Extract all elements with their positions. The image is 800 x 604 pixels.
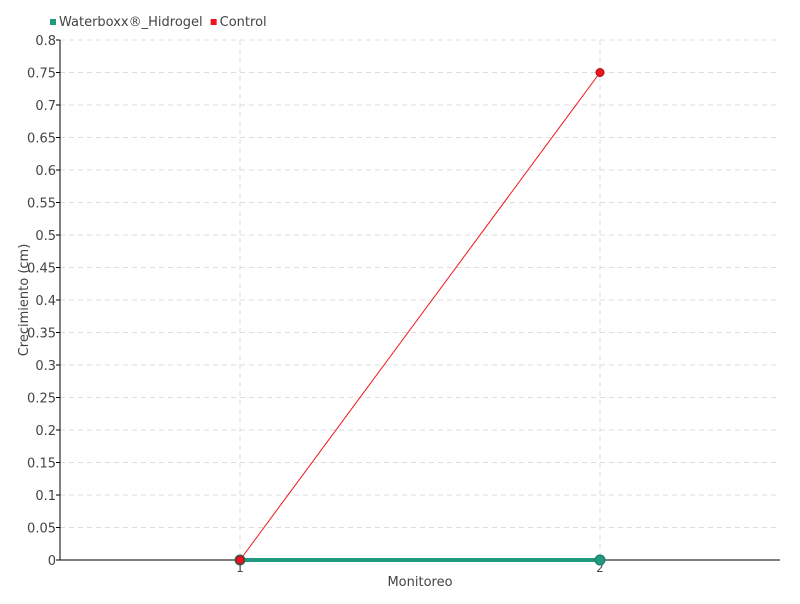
- y-tick-label: 0.65: [27, 132, 56, 147]
- y-axis: 0 0.05 0.1 0.15 0.2 0.25 0.3 0.35 0.4 0.45 0.5 0.55…: [27, 34, 61, 569]
- x-tick-label: 2: [596, 561, 604, 575]
- data-point[interactable]: [235, 555, 245, 565]
- y-tick-label: 0.25: [27, 392, 56, 407]
- series-0: [234, 554, 606, 566]
- y-axis-label: Crecimiento (cm): [17, 244, 32, 357]
- y-tick-label: 0.8: [35, 34, 56, 49]
- y-tick-label: 0.15: [27, 457, 56, 472]
- series-1: [235, 68, 605, 565]
- x-axis-label: Monitoreo: [387, 575, 452, 590]
- legend-marker: [50, 19, 56, 25]
- y-tick-label: 0.75: [27, 67, 56, 82]
- data-point[interactable]: [594, 554, 606, 566]
- y-tick-label: 0.45: [27, 262, 56, 277]
- y-tick-label: 0.05: [27, 522, 56, 537]
- y-tick-label: 0.3: [35, 359, 56, 374]
- data-point[interactable]: [595, 68, 605, 77]
- y-tick-label: 0.5: [35, 229, 56, 244]
- y-tick-label: 0.55: [27, 197, 56, 212]
- x-tick-label: 1: [236, 561, 244, 575]
- legend[interactable]: Waterboxx®_Hidrogel Control: [50, 15, 267, 30]
- series-line: [239, 72, 601, 561]
- legend-label[interactable]: Control: [220, 15, 267, 30]
- legend-marker: [210, 19, 217, 25]
- y-tick-label: 0: [48, 554, 56, 569]
- grid: [60, 39, 780, 560]
- y-tick-label: 0.7: [35, 99, 56, 114]
- legend-label[interactable]: Waterboxx®_Hidrogel: [59, 15, 203, 30]
- y-tick-label: 0.35: [27, 327, 56, 342]
- y-tick-label: 0.2: [35, 424, 56, 439]
- y-tick-label: 0.4: [35, 294, 56, 309]
- series-lines: [234, 68, 606, 566]
- y-tick-label: 0.1: [35, 489, 56, 504]
- y-tick-label: 0.6: [35, 164, 56, 179]
